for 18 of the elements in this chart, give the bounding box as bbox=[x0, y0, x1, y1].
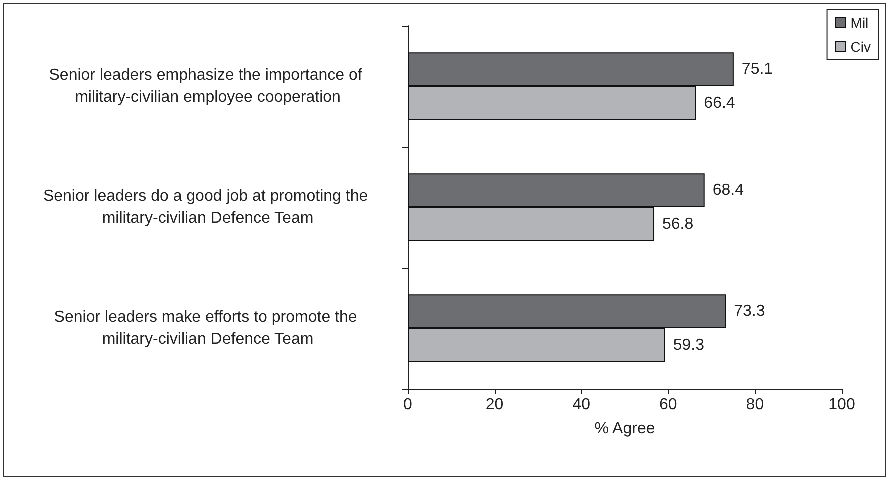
x-tick-label: 60 bbox=[660, 396, 678, 414]
x-tick-label: 40 bbox=[572, 396, 591, 414]
y-tick-label: Senior leaders do a good job at promoting the military-civilian Defence Team bbox=[43, 188, 373, 227]
x-tick-label: 80 bbox=[746, 396, 764, 414]
data-label: 59.3 bbox=[673, 336, 705, 354]
data-label: 75.1 bbox=[742, 61, 774, 78]
data-label: 68.4 bbox=[712, 182, 744, 200]
data-label: 56.8 bbox=[662, 216, 694, 233]
y-tick-label: Senior leaders make efforts to promote the military-civilian Defence Team bbox=[54, 309, 362, 348]
data-label: 73.3 bbox=[734, 303, 766, 320]
x-tick-label: 20 bbox=[486, 396, 504, 414]
x-axis-title: % Agree bbox=[594, 420, 656, 438]
legend-label: Civ bbox=[850, 39, 872, 55]
x-tick-label: 100 bbox=[828, 396, 856, 414]
x-tick-label: 0 bbox=[404, 396, 413, 414]
data-label: 66.4 bbox=[704, 94, 736, 112]
y-tick-label: Senior leaders emphasize the importance of military-civilian employee cooperation bbox=[49, 67, 367, 106]
legend-label: Mil bbox=[850, 15, 869, 31]
